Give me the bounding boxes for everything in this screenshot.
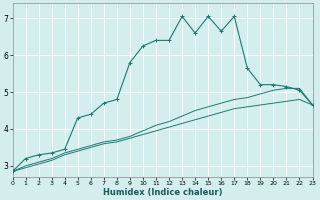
X-axis label: Humidex (Indice chaleur): Humidex (Indice chaleur) [103,188,222,197]
